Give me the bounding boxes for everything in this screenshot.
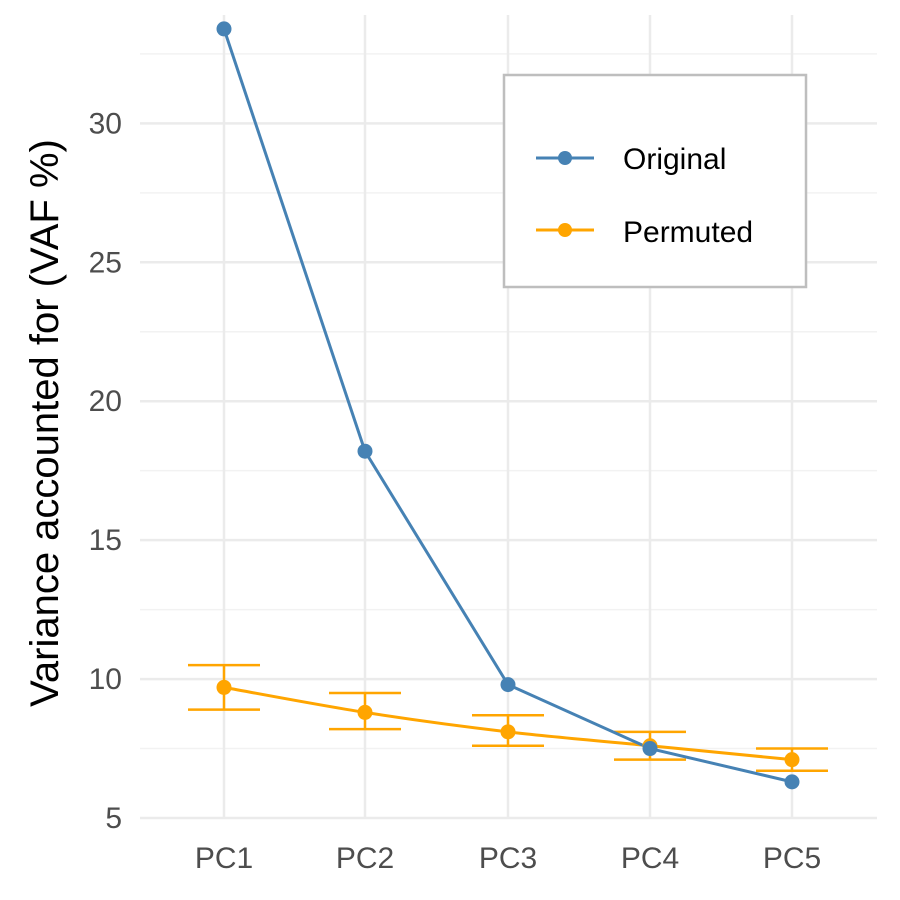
original-point bbox=[784, 774, 800, 790]
x-tick-label: PC3 bbox=[479, 842, 537, 875]
permuted-point bbox=[500, 724, 516, 740]
x-tick-label: PC1 bbox=[195, 842, 253, 875]
legend-label-permuted: Permuted bbox=[623, 216, 753, 249]
y-tick-label: 10 bbox=[89, 663, 122, 696]
original-point bbox=[642, 741, 658, 757]
x-tick-label: PC5 bbox=[763, 842, 821, 875]
x-tick-label: PC4 bbox=[621, 842, 679, 875]
original-point bbox=[216, 21, 232, 37]
legend: Original Permuted bbox=[502, 73, 808, 289]
original-point bbox=[357, 443, 373, 459]
series bbox=[188, 21, 828, 790]
y-axis-title: Variance accounted for (VAF %) bbox=[23, 139, 67, 707]
permuted-point bbox=[216, 679, 232, 695]
y-axis-ticks: 5 10 15 20 25 30 bbox=[89, 107, 122, 835]
legend-label-original: Original bbox=[623, 143, 726, 176]
legend-box bbox=[502, 73, 808, 289]
legend-key-permuted-point bbox=[558, 223, 572, 237]
y-tick-label: 5 bbox=[105, 802, 122, 835]
y-tick-label: 30 bbox=[89, 107, 122, 140]
permuted-point bbox=[357, 704, 373, 720]
y-tick-label: 15 bbox=[89, 524, 122, 557]
x-axis-ticks: PC1 PC2 PC3 PC4 PC5 bbox=[195, 842, 821, 875]
legend-key-original-point bbox=[558, 151, 572, 165]
original-point bbox=[500, 677, 516, 693]
y-tick-label: 25 bbox=[89, 246, 122, 279]
y-tick-label: 20 bbox=[89, 385, 122, 418]
permuted-point bbox=[784, 752, 800, 768]
x-tick-label: PC2 bbox=[336, 842, 394, 875]
